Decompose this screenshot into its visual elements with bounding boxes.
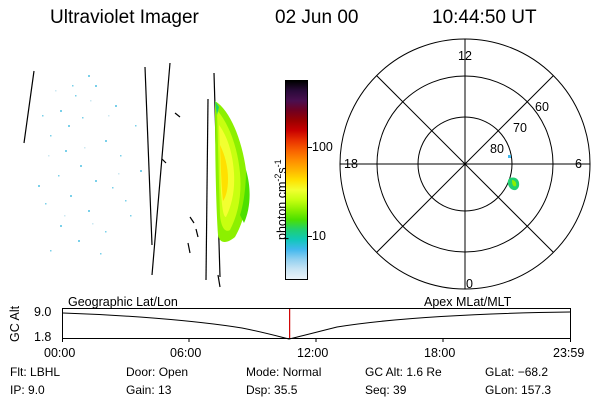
time-tick-0000: 00:00	[44, 346, 76, 360]
auroral-oval-image	[215, 101, 250, 242]
instrument-title: Ultraviolet Imager	[50, 7, 199, 28]
lat-label-80: 80	[490, 142, 504, 156]
colorbar-unit-label: photon cm-2s-1	[273, 159, 290, 240]
info-glat: GLat: −68.2	[485, 365, 549, 379]
altitude-curve	[62, 311, 571, 340]
lat-label-70: 70	[513, 121, 527, 135]
geographic-image-panel	[23, 62, 250, 288]
time-tick-0600: 06:00	[170, 346, 202, 360]
apex-mlat-mlt-title: Apex MLat/MLT	[424, 295, 512, 309]
info-door: Door: Open	[126, 365, 189, 379]
time-tick-1800: 18:00	[424, 346, 456, 360]
timeline-ylabel: GC Alt	[8, 305, 22, 342]
mlt-label-0: 0	[466, 277, 473, 291]
colorbar-gradient	[285, 80, 308, 280]
lat-label-60: 60	[535, 100, 549, 114]
date-label: 02 Jun 00	[275, 7, 359, 28]
mlt-label-18: 18	[344, 157, 358, 171]
time-tick-1200: 12:00	[297, 346, 329, 360]
polar-mlt-plot: 12 18 6 0 60 70 80	[339, 38, 591, 291]
timeline-y-top: 9.0	[34, 305, 52, 319]
mlt-label-12: 12	[458, 49, 472, 63]
info-ip: IP: 9.0	[10, 383, 45, 397]
colorbar-tick-100: 100	[312, 140, 333, 154]
colorbar-tick-10: 10	[312, 229, 326, 243]
timeline-plot	[62, 308, 571, 342]
info-seq: Seq: 39	[365, 383, 407, 397]
info-dsp: Dsp: 35.5	[246, 383, 298, 397]
info-filter: Flt: LBHL	[10, 365, 61, 379]
info-glon: GLon: 157.3	[485, 383, 552, 397]
time-tick-2359: 23:59	[553, 346, 585, 360]
timeline-y-bottom: 1.8	[34, 330, 52, 344]
info-mode: Mode: Normal	[246, 365, 322, 379]
sparse-noise-pixels	[38, 75, 142, 255]
mlt-label-6: 6	[575, 157, 582, 171]
coastline-lines	[23, 62, 221, 288]
geographic-latlon-title: Geographic Lat/Lon	[68, 295, 178, 309]
time-label: 10:44:50 UT	[432, 7, 537, 28]
info-gain: Gain: 13	[126, 383, 172, 397]
info-gc-alt: GC Alt: 1.6 Re	[365, 365, 442, 379]
